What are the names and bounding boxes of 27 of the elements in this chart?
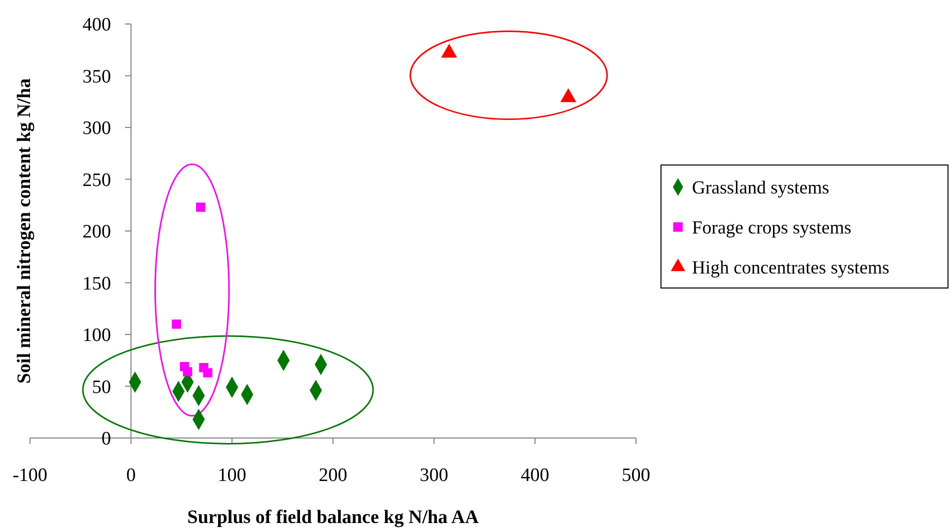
y-tick-label: 200 [82, 222, 111, 243]
legend-label: High concentrates systems [692, 258, 890, 278]
point [441, 44, 458, 58]
point [560, 88, 576, 102]
legend-label: Grassland systems [692, 178, 830, 198]
y-tick-label: 0 [102, 428, 111, 450]
y-tick-label: 350 [82, 66, 111, 88]
y-tick-label: 300 [82, 118, 111, 140]
point [182, 367, 192, 376]
x-axis-title: Surplus of field balance kg N/ha AA [187, 507, 479, 528]
point [203, 368, 212, 378]
x-tick-label: 400 [520, 465, 550, 486]
y-tick-label: 250 [82, 170, 111, 191]
legend-label: Forage crops systems [692, 218, 852, 238]
x-tick-label: 0 [126, 465, 136, 486]
y-tick-label: 400 [82, 14, 111, 36]
point [172, 320, 182, 329]
y-tick-label: 150 [82, 273, 111, 294]
y-axis-title: Soil mineral nitrogen content kg N/ha [14, 78, 35, 384]
x-tick-label: 200 [318, 465, 348, 486]
y-tick-label: 100 [82, 325, 111, 346]
x-tick-label: -100 [12, 465, 48, 486]
y-tick-label: 50 [92, 376, 111, 398]
x-tick-label: 500 [622, 465, 650, 486]
x-tick-label: 300 [420, 465, 448, 486]
x-tick-label: 100 [218, 465, 246, 486]
point [196, 202, 206, 212]
